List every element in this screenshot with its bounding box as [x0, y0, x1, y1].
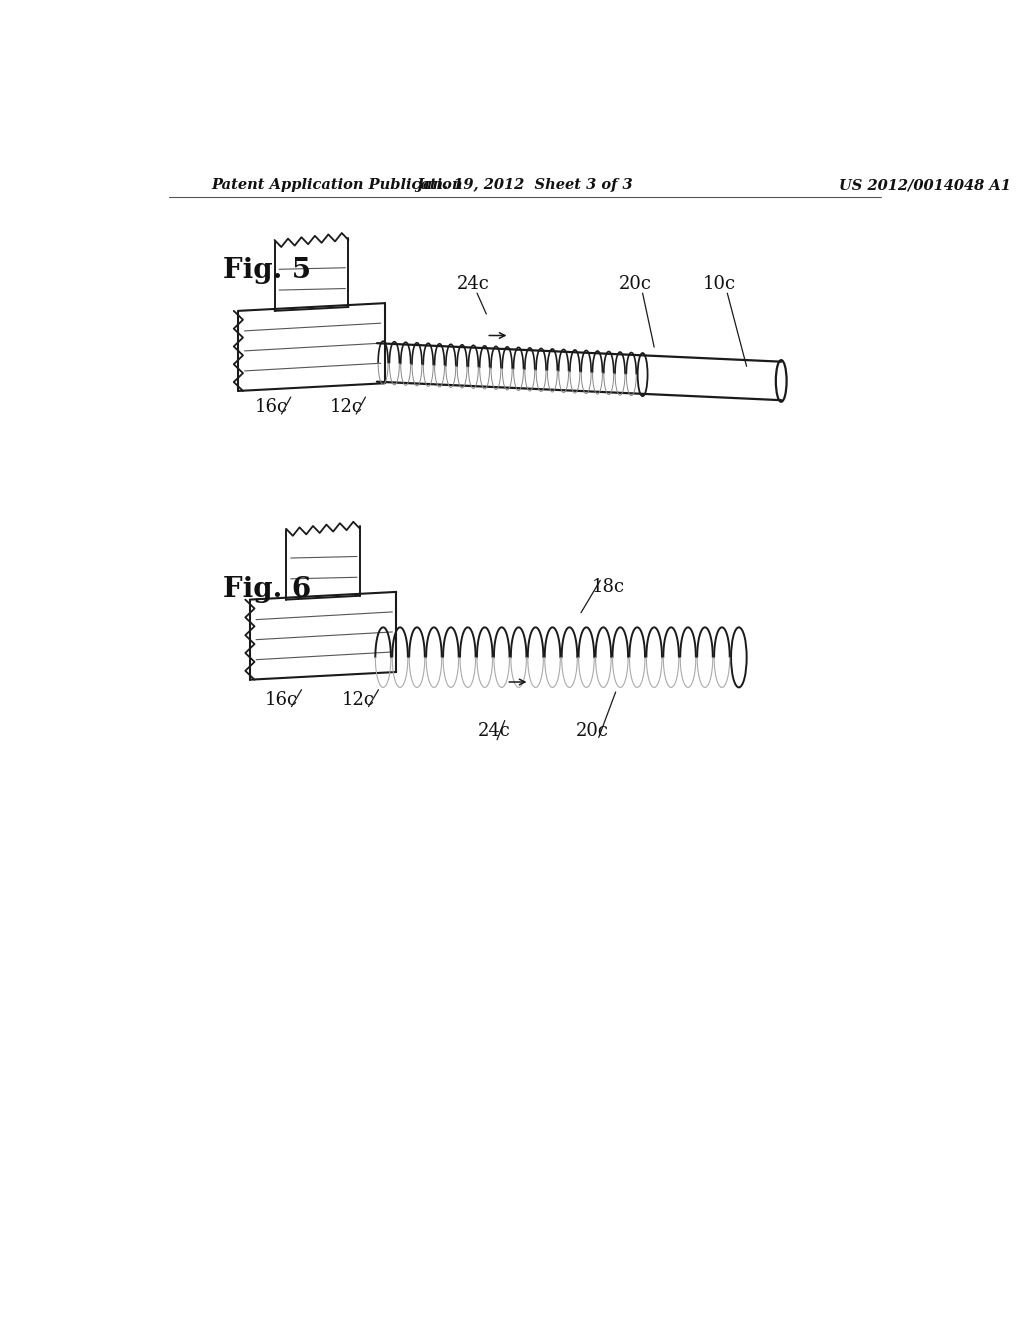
Text: 16c: 16c	[265, 690, 298, 709]
Text: 12c: 12c	[330, 399, 362, 416]
Text: Fig. 5: Fig. 5	[223, 256, 311, 284]
Text: US 2012/0014048 A1: US 2012/0014048 A1	[839, 178, 1011, 193]
Text: 24c: 24c	[457, 275, 489, 293]
Text: Fig. 6: Fig. 6	[223, 576, 311, 603]
Text: 24c: 24c	[477, 722, 510, 739]
Text: Patent Application Publication: Patent Application Publication	[211, 178, 463, 193]
Text: 20c: 20c	[577, 722, 609, 739]
Text: Jan. 19, 2012  Sheet 3 of 3: Jan. 19, 2012 Sheet 3 of 3	[417, 178, 633, 193]
Text: 10c: 10c	[703, 275, 736, 293]
Text: 12c: 12c	[342, 690, 375, 709]
Text: 20c: 20c	[618, 275, 651, 293]
Text: 16c: 16c	[255, 399, 288, 416]
Text: 18c: 18c	[592, 578, 625, 597]
